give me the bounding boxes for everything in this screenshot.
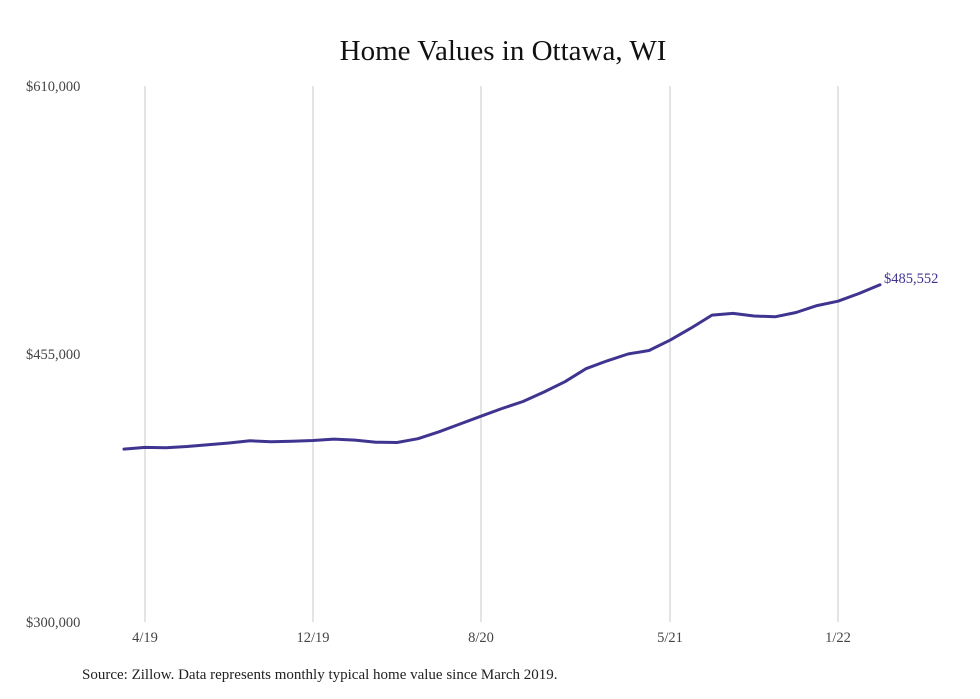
x-tick-label: 8/20 xyxy=(468,630,494,646)
x-tick-label: 1/22 xyxy=(825,630,851,646)
end-value-label: $485,552 xyxy=(884,271,938,287)
x-tick-label: 12/19 xyxy=(296,630,329,646)
y-tick-label: $455,000 xyxy=(26,347,80,363)
x-tick-label: 5/21 xyxy=(657,630,683,646)
y-tick-label: $300,000 xyxy=(26,615,80,631)
source-note: Source: Zillow. Data represents monthly … xyxy=(82,667,558,683)
grid-layer xyxy=(144,86,839,622)
x-tick-label: 4/19 xyxy=(132,630,158,646)
series-line-0 xyxy=(122,283,882,451)
x-axis-ticks: 4/19 12/19 8/20 5/21 1/22 xyxy=(132,630,851,646)
y-tick-label: $610,000 xyxy=(26,79,80,95)
series-layer: $485,552 xyxy=(122,271,938,451)
chart-title: Home Values in Ottawa, WI xyxy=(340,35,667,67)
y-axis-ticks: $610,000 $455,000 $300,000 xyxy=(26,79,80,631)
